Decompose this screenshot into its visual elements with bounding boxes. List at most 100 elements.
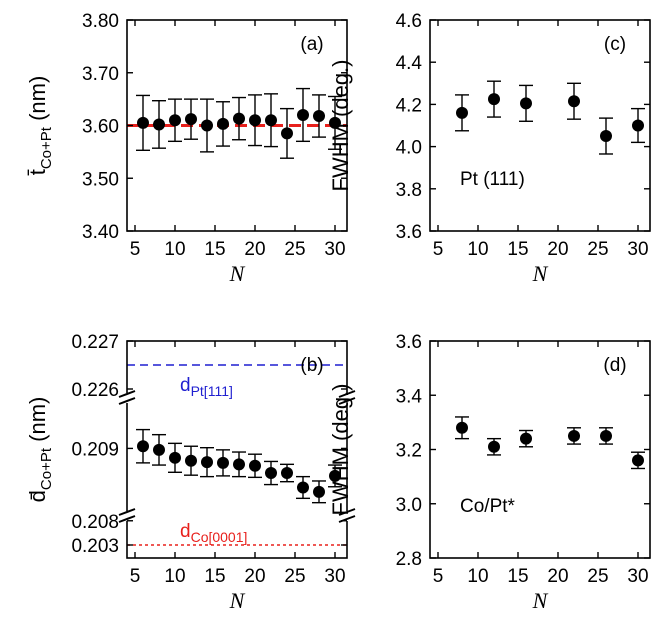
data-point [488, 93, 500, 106]
x-tick-label: 20 [244, 566, 265, 587]
data-point [632, 119, 644, 132]
data-point [217, 117, 229, 130]
x-tick-label: 5 [433, 566, 444, 587]
data-point [600, 429, 612, 442]
y-tick-label: 3.50 [82, 169, 119, 190]
data-point [185, 454, 197, 467]
y-tick-label: 0.226 [71, 380, 119, 401]
y-tick-label: 3.6 [396, 332, 422, 353]
y-tick-label: 3.0 [396, 495, 422, 516]
axis-break-gap [120, 511, 134, 521]
x-tick-label: 30 [627, 239, 648, 260]
axis-break-gap [340, 393, 354, 403]
axis-break-mark [338, 390, 356, 398]
x-tick-label: 30 [324, 239, 345, 260]
x-tick-label: 10 [467, 566, 488, 587]
x-tick-label: 25 [587, 566, 608, 587]
panel-c: 5 10 15 20 25 30 3.6 3.8 4.0 4.2 4.4 4.6 N FWHM (deg.… [328, 11, 651, 286]
x-axis-label: N [532, 588, 549, 613]
data-point [313, 485, 325, 498]
data-point [201, 119, 213, 132]
data-point [265, 114, 277, 127]
data-point [568, 429, 580, 442]
x-tick-label: 15 [507, 239, 528, 260]
y-tick-label: 0.209 [71, 439, 119, 460]
axis-break-mark [118, 390, 136, 398]
x-tick-label: 20 [244, 239, 265, 260]
data-point [185, 113, 197, 126]
panel-d: 5 10 15 20 25 30 2.8 3.0 3.2 3.4 3.6 N FWHM (deg.) (d… [328, 332, 651, 613]
axis-break-mark [118, 508, 136, 516]
panel-label: (b) [300, 355, 323, 376]
x-tick-label: 10 [164, 566, 185, 587]
y-tick-label: 3.60 [82, 117, 119, 138]
data-point [201, 456, 213, 469]
y-tick-label: 3.2 [396, 441, 422, 462]
data-point [329, 469, 341, 482]
reference-label-2: dCo[0001] [180, 521, 247, 545]
y-axis-label: t̄Co+Pt (nm) [25, 76, 55, 176]
x-tick-label: 20 [547, 566, 568, 587]
data-point [137, 116, 149, 129]
y-tick-label: 3.40 [82, 222, 119, 243]
axis-break-mark [118, 397, 136, 405]
x-tick-label: 25 [284, 566, 305, 587]
x-tick-label: 20 [547, 239, 568, 260]
data-point [217, 456, 229, 469]
x-tick-label: 15 [204, 239, 225, 260]
y-axis-label: FWHM (deg.) [328, 60, 353, 192]
data-point [281, 467, 293, 480]
x-tick-label: 30 [627, 566, 648, 587]
data-point [233, 458, 245, 471]
x-tick-label: 5 [433, 239, 444, 260]
data-point [568, 95, 580, 108]
plot-frame [429, 19, 651, 232]
data-point [520, 432, 532, 445]
data-point [153, 443, 165, 456]
x-tick-label: 5 [130, 239, 141, 260]
y-tick-label: 0.208 [71, 512, 119, 533]
data-point [137, 440, 149, 453]
data-point [153, 118, 165, 131]
data-point [249, 114, 261, 127]
y-tick-label: 3.4 [396, 386, 423, 407]
x-tick-label: 15 [204, 566, 225, 587]
panel-a: 5 10 15 20 25 30 3.40 3.50 3.60 3.70 3.80 Nt̄Co+Pt … [25, 11, 348, 286]
axis-break-mark [118, 515, 136, 523]
y-axis-label: d̄Co+Pt (nm) [25, 397, 55, 503]
y-tick-label: 4.0 [396, 138, 422, 159]
panel-b: dPt[111] dCo[0001] 5 10 15 20 25 30 0.227 0.226 0.… [25, 332, 356, 613]
data-point [632, 454, 644, 467]
y-tick-label: 3.8 [396, 180, 422, 201]
x-tick-label: 5 [130, 566, 141, 587]
y-tick-label: 3.6 [396, 222, 422, 243]
panel-label: (a) [300, 34, 323, 55]
y-axis-label: FWHM (deg.) [328, 384, 353, 516]
data-point [249, 459, 261, 472]
x-axis-label: N [229, 261, 246, 286]
y-tick-label: 4.6 [396, 11, 422, 32]
data-point [297, 108, 309, 121]
y-tick-label: 3.70 [82, 64, 119, 85]
panel-annotation: Co/Pt* [460, 496, 516, 517]
data-point [313, 110, 325, 123]
data-point [281, 127, 293, 140]
data-point [456, 106, 468, 119]
x-axis-label: N [532, 261, 549, 286]
reference-label-1: dPt[111] [180, 375, 233, 399]
data-point [169, 451, 181, 464]
y-tick-label: 0.203 [71, 536, 119, 557]
axis-break-mark [338, 397, 356, 405]
panel-label: (d) [603, 355, 626, 376]
x-tick-label: 10 [164, 239, 185, 260]
data-point [456, 421, 468, 434]
plot-frame [126, 340, 348, 559]
data-point [520, 97, 532, 110]
y-tick-label: 2.8 [396, 549, 422, 570]
data-point [265, 467, 277, 480]
data-point [297, 481, 309, 494]
y-tick-label: 3.80 [82, 11, 119, 32]
y-tick-label: 4.2 [396, 95, 422, 116]
x-tick-label: 25 [284, 239, 305, 260]
